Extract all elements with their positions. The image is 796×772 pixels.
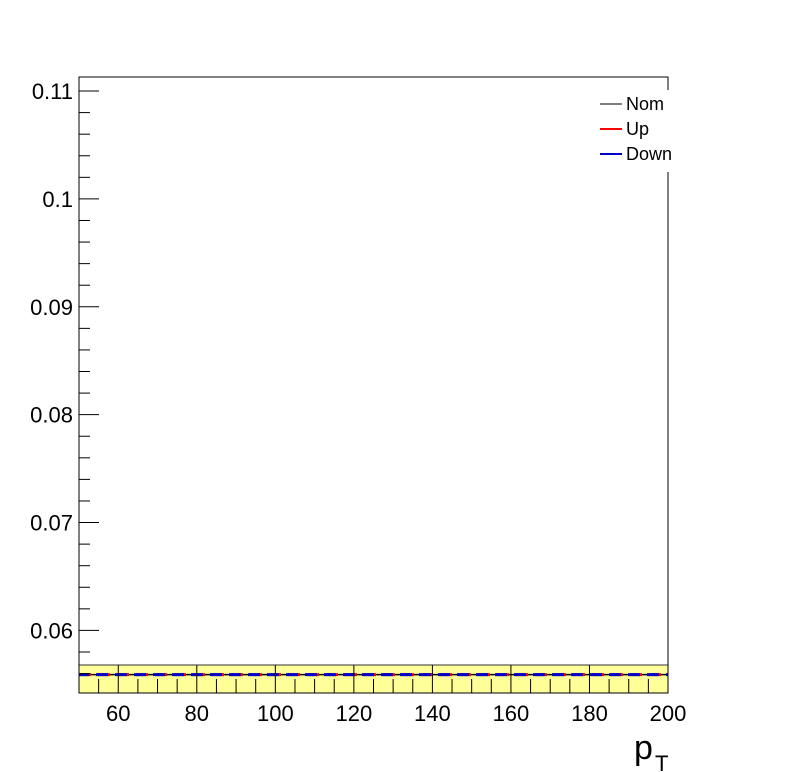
y-tick-label: 0.09 [30,295,73,320]
y-tick-label: 0.1 [42,187,73,212]
x-tick-label: 160 [493,701,530,726]
legend: Nom Up Down [595,90,672,172]
x-tick-label: 200 [650,701,687,726]
x-tick-label: 120 [336,701,373,726]
y-tick-label: 0.08 [30,403,73,428]
x-tick-labels: 60 80 100 120 140 160 180 200 [106,701,686,726]
y-tick-labels: 0.06 0.07 0.08 0.09 0.1 0.11 [30,79,73,643]
x-tick-label: 100 [257,701,294,726]
x-tick-label: 180 [571,701,608,726]
legend-label-down: Down [626,144,672,164]
x-axis-title-subscript: T [655,751,668,772]
x-tick-label: 140 [414,701,451,726]
y-tick-label: 0.06 [30,618,73,643]
x-tick-label: 80 [185,701,209,726]
y-tick-label: 0.07 [30,511,73,536]
legend-label-nom: Nom [626,94,664,114]
x-axis-ticks [78,665,669,693]
x-tick-label: 60 [106,701,130,726]
y-axis-ticks [79,90,99,675]
x-axis-title: p [634,729,653,767]
legend-label-up: Up [626,119,649,139]
y-tick-label: 0.11 [32,79,73,104]
